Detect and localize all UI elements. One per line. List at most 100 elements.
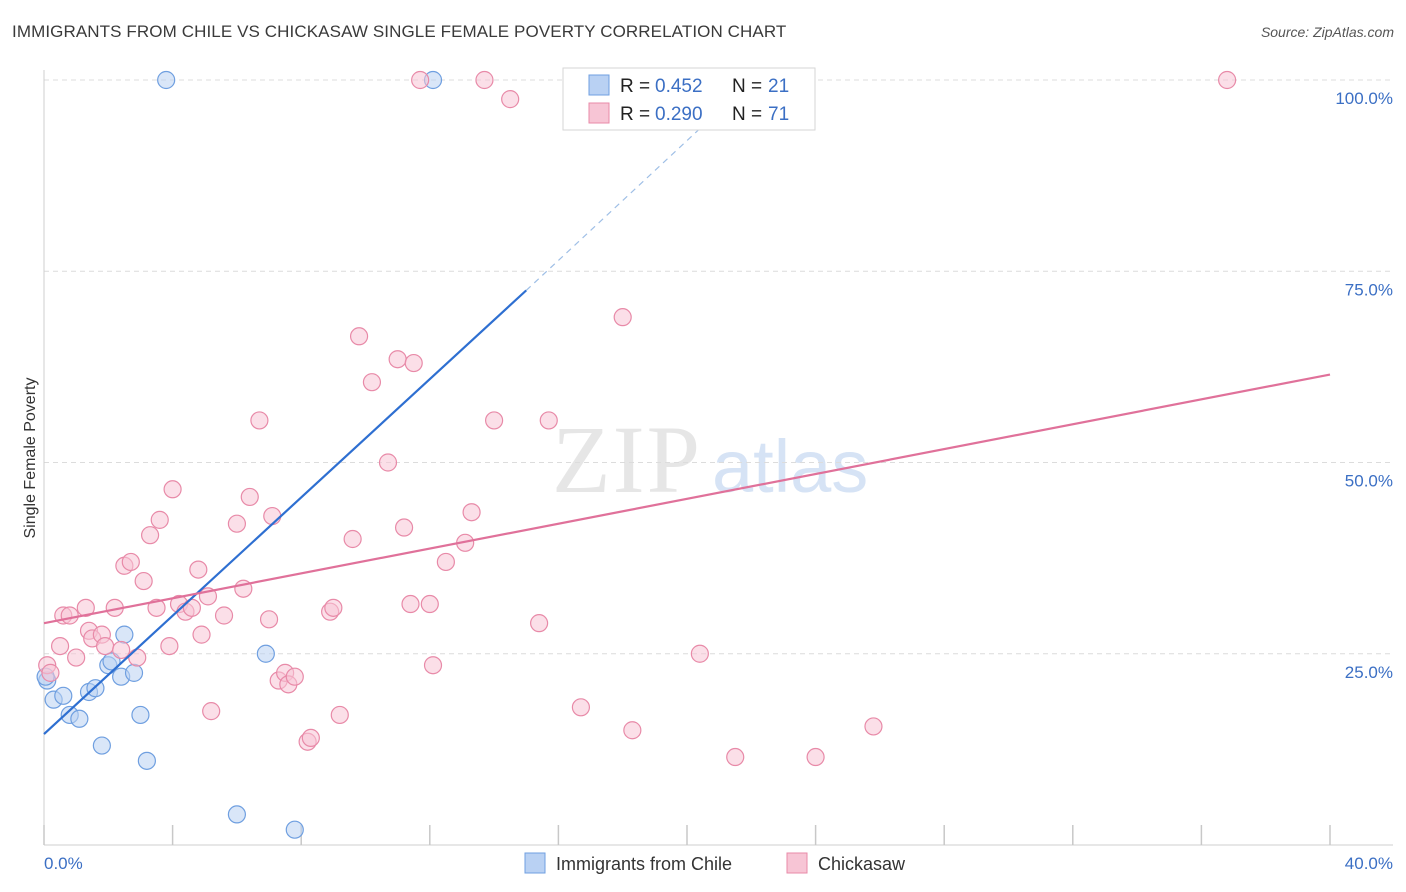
- chile-point-11: [115, 625, 134, 644]
- chickasaw-point-45: [343, 529, 362, 549]
- data-points: [36, 70, 1237, 839]
- chickasaw-point-20: [160, 636, 179, 656]
- chile-point-7: [92, 736, 111, 755]
- chickasaw-point-21: [163, 480, 182, 499]
- chickasaw-point-60: [530, 614, 549, 633]
- y-tick-label-100: 100.0%: [1335, 89, 1393, 108]
- chickasaw-point-30: [227, 514, 246, 533]
- chile-point-16: [227, 805, 246, 824]
- chickasaw-point-43: [324, 598, 343, 617]
- chickasaw-point-53: [420, 594, 439, 614]
- legend-n-value-chile: 21: [768, 76, 789, 97]
- chickasaw-point-27: [202, 702, 221, 721]
- legend-n-label-chickasaw: N =: [732, 104, 762, 125]
- chickasaw-point-10: [95, 636, 115, 656]
- chickasaw-point-66: [726, 747, 745, 767]
- chickasaw-point-64: [623, 721, 642, 740]
- chickasaw-point-19: [150, 510, 169, 529]
- chickasaw-point-39: [285, 667, 304, 686]
- legend-r-value-chickasaw: 0.290: [655, 104, 703, 125]
- chile-trend-extension: [525, 110, 720, 291]
- chickasaw-point-14: [121, 552, 140, 572]
- stats-legend: R = 0.452 N = 21 R = 0.290 N = 71: [562, 67, 816, 131]
- watermark: ZIP atlas: [552, 406, 868, 513]
- chile-trend-line: [43, 289, 527, 735]
- chickasaw-point-50: [394, 518, 414, 537]
- chickasaw-point-67: [806, 747, 825, 767]
- chile-point-12: [124, 663, 144, 682]
- x-axis-ticks: [43, 825, 1331, 845]
- trend-lines: [43, 110, 1331, 735]
- chickasaw-point-24: [182, 598, 201, 617]
- chickasaw-point-15: [128, 648, 147, 667]
- y-axis-label: Single Female Poverty: [22, 378, 39, 539]
- watermark-zip: ZIP: [552, 406, 702, 513]
- chickasaw-point-69: [411, 70, 430, 90]
- chickasaw-point-18: [147, 598, 166, 617]
- chickasaw-point-62: [571, 698, 591, 717]
- chickasaw-point-52: [404, 353, 423, 373]
- series-legend-label-chickasaw: Chickasaw: [818, 854, 906, 874]
- chile-point-13: [131, 705, 150, 725]
- chickasaw-point-68: [864, 717, 883, 736]
- chickasaw-point-61: [539, 411, 558, 430]
- chickasaw-point-49: [388, 350, 407, 369]
- chickasaw-point-25: [189, 560, 208, 579]
- chickasaw-point-2: [50, 636, 70, 656]
- legend-n-value-chickasaw: 71: [768, 104, 789, 125]
- chickasaw-point-32: [240, 487, 259, 507]
- chickasaw-point-6: [76, 598, 95, 617]
- legend-swatch-chickasaw: [588, 102, 610, 124]
- chickasaw-point-71: [1218, 70, 1237, 90]
- chickasaw-point-54: [423, 656, 443, 675]
- y-tick-label-50: 50.0%: [1345, 472, 1393, 491]
- y-tick-label-75: 75.0%: [1345, 280, 1393, 299]
- legend-n-label-chile: N =: [732, 76, 762, 97]
- chile-point-17: [256, 644, 275, 663]
- series-legend-label-chile: Immigrants from Chile: [556, 854, 732, 874]
- chickasaw-point-55: [436, 552, 455, 572]
- chickasaw-point-65: [690, 644, 709, 663]
- chart-title: IMMIGRANTS FROM CHILE VS CHICKASAW SINGL…: [12, 22, 787, 41]
- chickasaw-point-41: [301, 728, 320, 748]
- legend-r-value-chile: 0.452: [655, 76, 703, 97]
- chickasaw-point-58: [485, 411, 504, 430]
- legend-swatch-chile: [588, 74, 610, 96]
- series-legend-swatch-chickasaw: [786, 852, 808, 874]
- series-legend-swatch-chile: [524, 852, 546, 874]
- chickasaw-trend-line: [43, 373, 1331, 625]
- chickasaw-point-1: [41, 663, 60, 682]
- chickasaw-point-70: [475, 70, 494, 90]
- watermark-atlas: atlas: [712, 425, 868, 508]
- chickasaw-point-17: [140, 526, 160, 545]
- chile-point-18: [285, 820, 304, 839]
- chickasaw-point-5: [67, 648, 86, 667]
- chickasaw-point-59: [501, 90, 520, 109]
- chickasaw-point-51: [401, 594, 420, 614]
- chickasaw-point-29: [214, 606, 234, 625]
- chickasaw-point-47: [362, 373, 382, 392]
- chickasaw-point-4: [60, 606, 79, 625]
- chickasaw-point-33: [250, 411, 269, 430]
- source-label: Source: ZipAtlas.com: [1260, 24, 1394, 40]
- x-tick-label-max: 40.0%: [1345, 854, 1393, 873]
- chile-point-4: [70, 709, 89, 728]
- chickasaw-point-48: [378, 453, 398, 472]
- chile-point-2: [54, 686, 73, 705]
- chickasaw-point-46: [349, 327, 369, 346]
- chickasaw-point-26: [192, 625, 211, 644]
- chile-point-14: [137, 751, 156, 770]
- chickasaw-point-12: [112, 640, 131, 660]
- y-tick-labels: 25.0% 50.0% 75.0% 100.0%: [1335, 89, 1393, 682]
- chickasaw-point-35: [263, 506, 282, 526]
- x-tick-label-min: 0.0%: [44, 854, 83, 873]
- y-tick-label-25: 25.0%: [1345, 663, 1393, 682]
- series-legend: Immigrants from Chile Chickasaw: [524, 852, 906, 874]
- legend-r-label-chickasaw: R =: [620, 104, 650, 125]
- chickasaw-point-34: [259, 610, 279, 629]
- chickasaw-point-63: [613, 308, 632, 327]
- chickasaw-point-44: [330, 705, 349, 725]
- legend-r-label-chile: R =: [620, 76, 650, 97]
- gridlines: [44, 79, 1393, 655]
